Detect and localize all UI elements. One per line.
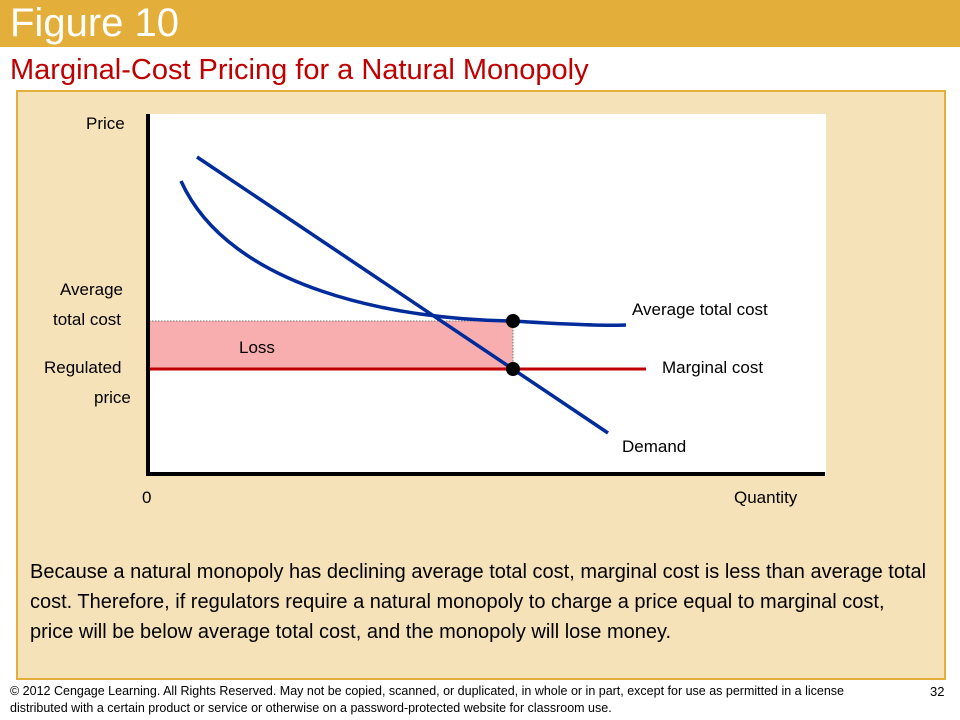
explanation-text: Because a natural monopoly has declining…: [30, 561, 927, 643]
origin-label: 0: [142, 488, 152, 507]
loss-label: Loss: [239, 338, 275, 357]
loss-area: [149, 321, 513, 369]
figure-title: Figure 10: [10, 1, 179, 45]
copyright-notice: © 2012 Cengage Learning. All Rights Rese…: [10, 684, 845, 715]
mc-demand-intersection-point: [506, 362, 520, 376]
regulated-price-label-line2: price: [94, 388, 131, 407]
regulated-price-label-line1: Regulated: [44, 358, 122, 377]
mc-curve-label: Marginal cost: [662, 358, 764, 377]
demand-curve-label: Demand: [622, 437, 687, 456]
x-axis-label: Quantity: [734, 488, 798, 507]
page-number: 32: [930, 684, 945, 699]
title-bar: [0, 0, 960, 47]
y-axis-label: Price: [86, 114, 125, 133]
slide-subtitle: Marginal-Cost Pricing for a Natural Mono…: [10, 54, 589, 86]
average-total-cost-curve: [179, 180, 627, 328]
plot-area: [150, 114, 826, 476]
atc-point: [506, 314, 520, 328]
atc-level-label-line1: Average: [60, 280, 124, 299]
atc-level-label-line2: total cost: [53, 310, 122, 329]
demand-curve: [196, 155, 609, 435]
atc-curve-label: Average total cost: [632, 300, 768, 319]
